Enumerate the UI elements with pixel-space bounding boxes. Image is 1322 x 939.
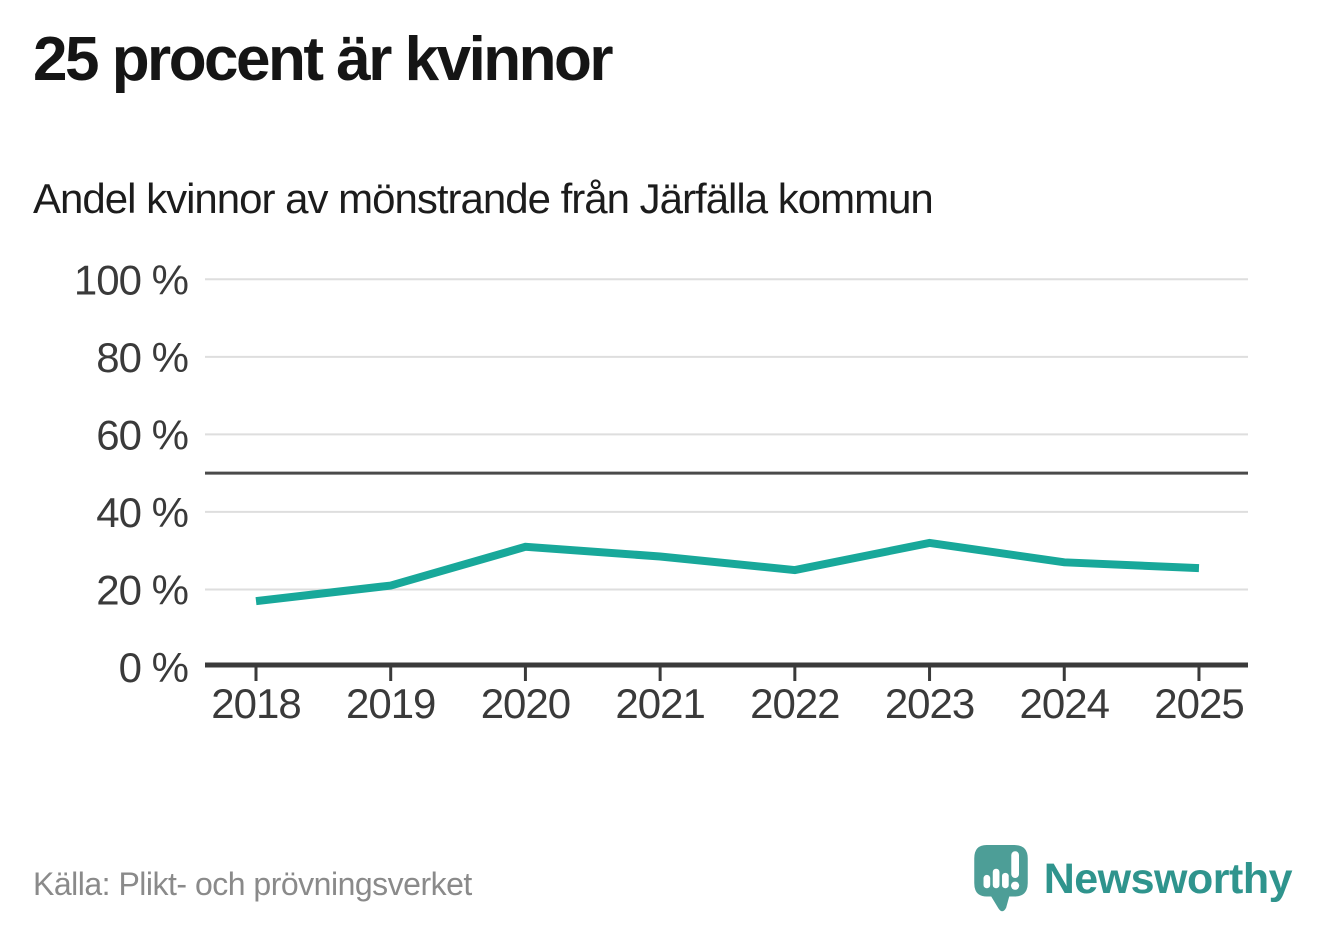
x-tick-label: 2023 xyxy=(885,680,974,727)
x-tick-label: 2019 xyxy=(346,680,435,727)
x-tick-labels: 2018 2019 2020 2021 2022 2023 2024 2025 xyxy=(211,680,1244,727)
x-tick-label: 2025 xyxy=(1154,680,1243,727)
x-tick-label: 2024 xyxy=(1020,680,1110,727)
y-tick-label: 60 % xyxy=(96,411,188,458)
y-tick-label: 20 % xyxy=(96,566,188,613)
data-series-line xyxy=(255,538,1200,606)
y-tick-label: 80 % xyxy=(96,334,188,381)
logo-exclamation-dot xyxy=(1010,881,1019,890)
newsworthy-logo: Newsworthy xyxy=(972,843,1293,915)
x-tick-label: 2021 xyxy=(615,680,704,727)
logo-bar-3 xyxy=(1001,872,1009,889)
page-title: 25 procent är kvinnor xyxy=(33,25,614,94)
axis-ticks xyxy=(254,667,1201,681)
gridlines xyxy=(205,278,1248,591)
source-text: Källa: Plikt- och prövningsverket xyxy=(33,866,472,902)
newsworthy-wordmark: Newsworthy xyxy=(1043,854,1293,903)
y-tick-label: 40 % xyxy=(96,489,188,536)
logo-bar-1 xyxy=(983,874,990,889)
y-tick-label: 100 % xyxy=(74,256,188,303)
line-chart: 0 % 20 % 40 % 60 % 80 % 100 % 2018 2019 2020 202… xyxy=(74,256,1248,727)
chart-subtitle: Andel kvinnor av mönstrande från Järfäll… xyxy=(33,175,934,222)
y-tick-labels: 0 % 20 % 40 % 60 % 80 % 100 % xyxy=(74,256,189,691)
newsworthy-speech-bubble-chart-icon xyxy=(973,845,1028,912)
x-tick-label: 2018 xyxy=(211,680,300,727)
x-tick-label: 2020 xyxy=(481,680,570,727)
logo-bar-2 xyxy=(992,868,1000,889)
series-polyline xyxy=(255,538,1200,606)
logo-exclamation-bar xyxy=(1011,851,1019,878)
y-tick-label: 0 % xyxy=(119,644,188,691)
x-tick-label: 2022 xyxy=(750,680,839,727)
